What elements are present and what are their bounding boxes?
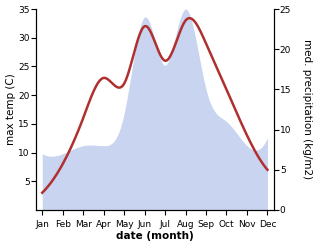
Y-axis label: max temp (C): max temp (C) bbox=[5, 74, 16, 145]
X-axis label: date (month): date (month) bbox=[116, 231, 194, 242]
Y-axis label: med. precipitation (kg/m2): med. precipitation (kg/m2) bbox=[302, 40, 313, 180]
